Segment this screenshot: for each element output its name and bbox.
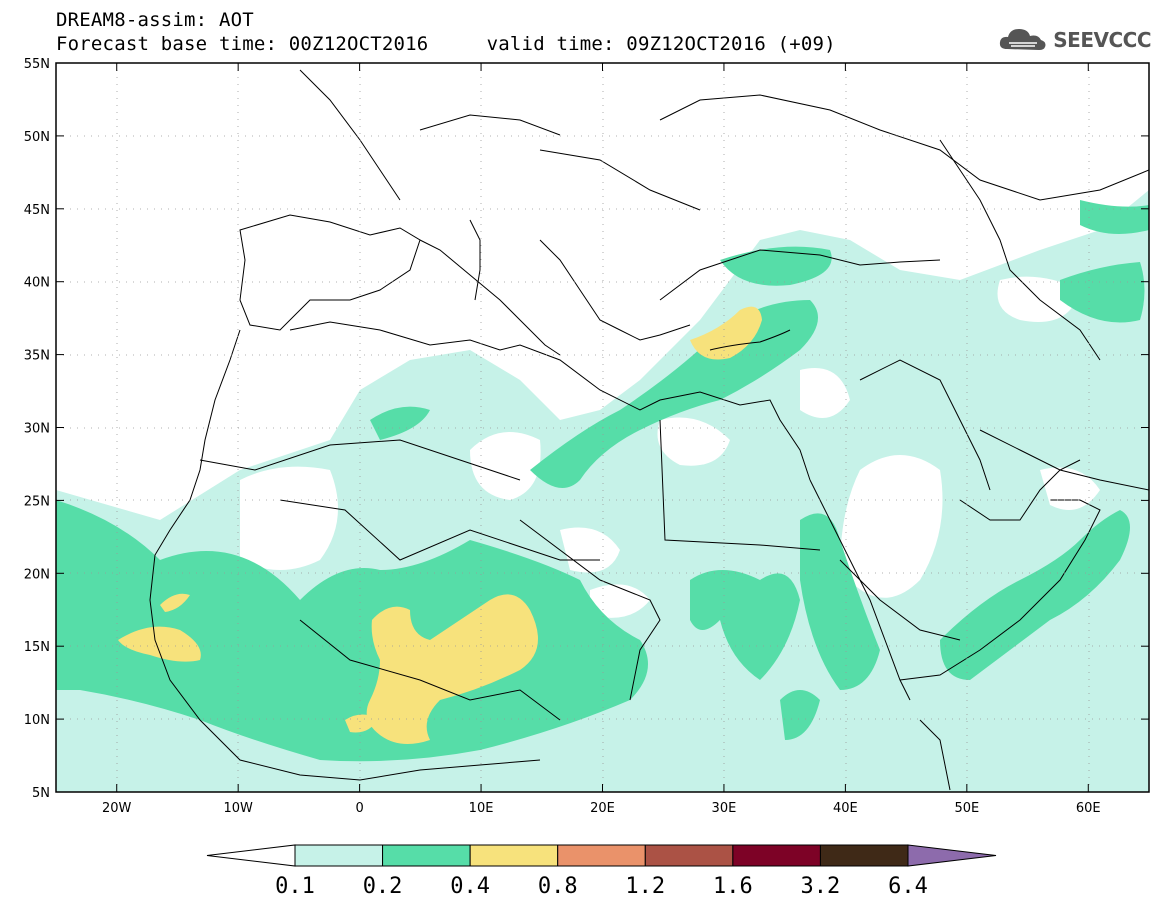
lon-label-0: 0: [355, 801, 363, 816]
lon-label-30e: 30E: [712, 801, 737, 816]
seevccc-logo: SEEVCCC: [997, 25, 1151, 55]
colorbar-swatch: [469, 844, 559, 867]
colorbar-level-label: 0.2: [363, 874, 403, 899]
lat-label-25n: 25N: [24, 494, 50, 509]
lat-label-10n: 10N: [24, 713, 50, 728]
latitude-labels: 55N 50N 45N 40N 35N 30N 25N 20N 15N 10N 5N: [24, 57, 50, 801]
lat-label-55n: 55N: [24, 57, 50, 72]
lon-label-20e: 20E: [590, 801, 615, 816]
lat-label-20n: 20N: [24, 567, 50, 582]
colorbar-level-label: 1.2: [625, 874, 665, 899]
lat-label-50n: 50N: [24, 130, 50, 145]
lat-lon-grid: [56, 63, 1149, 792]
colorbar-max-arrow: [907, 844, 997, 867]
colorbar-level-label: 0.1: [275, 874, 315, 899]
cloud-icon: [1000, 29, 1046, 50]
colorbar-swatch: [294, 844, 384, 867]
lat-label-35n: 35N: [24, 349, 50, 364]
aot-colorbar: 0.1 0.2 0.4 0.8 1.2 1.6 3.2 6.4: [206, 844, 997, 899]
colorbar-swatch: [732, 844, 821, 867]
lat-label-40n: 40N: [24, 276, 50, 291]
longitude-labels: 20W 10W 0 10E 20E 30E 40E 50E 60E: [102, 801, 1101, 816]
lon-label-50e: 50E: [954, 801, 979, 816]
lat-label-5n: 5N: [32, 786, 50, 801]
aot-field-0-4: [118, 306, 762, 744]
colorbar-level-label: 3.2: [801, 874, 841, 899]
axis-ticks: [56, 62, 1149, 793]
aot-field-0-2: [56, 200, 1149, 762]
lat-label-30n: 30N: [24, 422, 50, 437]
colorbar-swatch: [819, 844, 909, 867]
clean-air-areas: [56, 63, 1149, 618]
lon-label-10e: 10E: [469, 801, 494, 816]
colorbar-level-label: 0.8: [538, 874, 578, 899]
colorbar-level-label: 6.4: [888, 874, 928, 899]
lon-label-10w: 10W: [223, 801, 253, 816]
coastlines-borders: [149, 69, 1149, 791]
logo-text: SEEVCCC: [1053, 28, 1151, 52]
colorbar-swatch: [557, 844, 646, 867]
colorbar-swatch: [382, 844, 471, 867]
map-panel: [56, 63, 1149, 792]
colorbar-level-label: 0.4: [450, 874, 490, 899]
colorbar-level-label: 1.6: [713, 874, 753, 899]
lat-label-15n: 15N: [24, 640, 50, 655]
lon-label-20w: 20W: [102, 801, 132, 816]
lat-label-45n: 45N: [24, 203, 50, 218]
colorbar-swatch: [644, 844, 734, 867]
map-title: DREAM8-assim: AOT: [56, 9, 254, 31]
lon-label-60e: 60E: [1076, 801, 1101, 816]
forecast-time-line: Forecast base time: 00Z12OCT2016 valid t…: [56, 33, 836, 55]
lon-label-40e: 40E: [833, 801, 858, 816]
colorbar-min-arrow: [206, 844, 296, 867]
